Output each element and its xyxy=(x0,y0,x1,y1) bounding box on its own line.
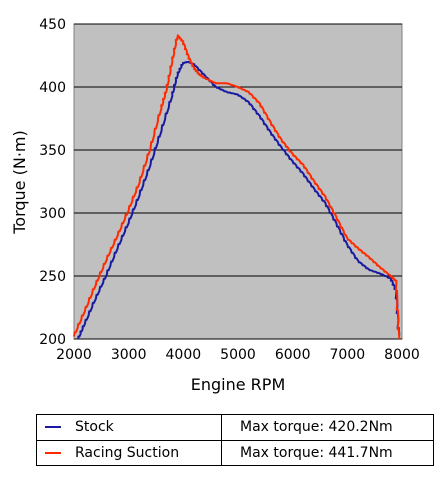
plot-background xyxy=(73,23,403,340)
y-axis-label: Torque (N·m) xyxy=(10,130,29,235)
legend-row-stock: Stock Max torque: 420.2Nm xyxy=(36,414,434,441)
legend-racing-suction-max-torque: Max torque: 441.7Nm xyxy=(221,439,434,466)
x-axis-label: Engine RPM xyxy=(191,375,286,394)
y-tick-label: 350 xyxy=(39,143,66,159)
stock-series-line xyxy=(77,60,401,340)
racing-suction-line-swatch xyxy=(45,451,61,454)
x-axis-ticks: 2000 3000 4000 5000 6000 7000 8000 xyxy=(56,347,420,363)
series-lines xyxy=(73,34,401,340)
x-tick-label: 8000 xyxy=(384,347,420,363)
legend-racing-suction-label: Racing Suction xyxy=(75,444,180,461)
x-tick-label: 5000 xyxy=(220,347,256,363)
x-tick-label: 3000 xyxy=(111,347,147,363)
legend-table: Stock Max torque: 420.2Nm Racing Suction… xyxy=(36,414,434,466)
stock-line-swatch xyxy=(45,426,61,429)
y-tick-label: 400 xyxy=(39,80,66,96)
x-tick-label: 7000 xyxy=(330,347,366,363)
legend-name-cell: Racing Suction xyxy=(36,439,222,466)
y-axis-ticks: 200 250 300 350 400 450 xyxy=(39,17,66,348)
y-tick-label: 200 xyxy=(39,332,66,348)
x-tick-label: 2000 xyxy=(56,347,92,363)
y-tick-label: 300 xyxy=(39,206,66,222)
torque-chart: 200 250 300 350 400 450 2000 3000 4000 5000 6000 7… xyxy=(10,17,420,394)
x-tick-label: 6000 xyxy=(275,347,311,363)
y-tick-label: 450 xyxy=(39,17,66,33)
plot-area xyxy=(73,23,403,340)
legend-stock-label: Stock xyxy=(75,419,114,436)
x-tick-label: 4000 xyxy=(166,347,202,363)
legend-name-cell: Stock xyxy=(36,414,222,441)
y-tick-label: 250 xyxy=(39,269,66,285)
legend-stock-max-torque: Max torque: 420.2Nm xyxy=(221,414,434,441)
racing-suction-series-line xyxy=(73,34,401,340)
legend-row-racing-suction: Racing Suction Max torque: 441.7Nm xyxy=(36,439,434,466)
